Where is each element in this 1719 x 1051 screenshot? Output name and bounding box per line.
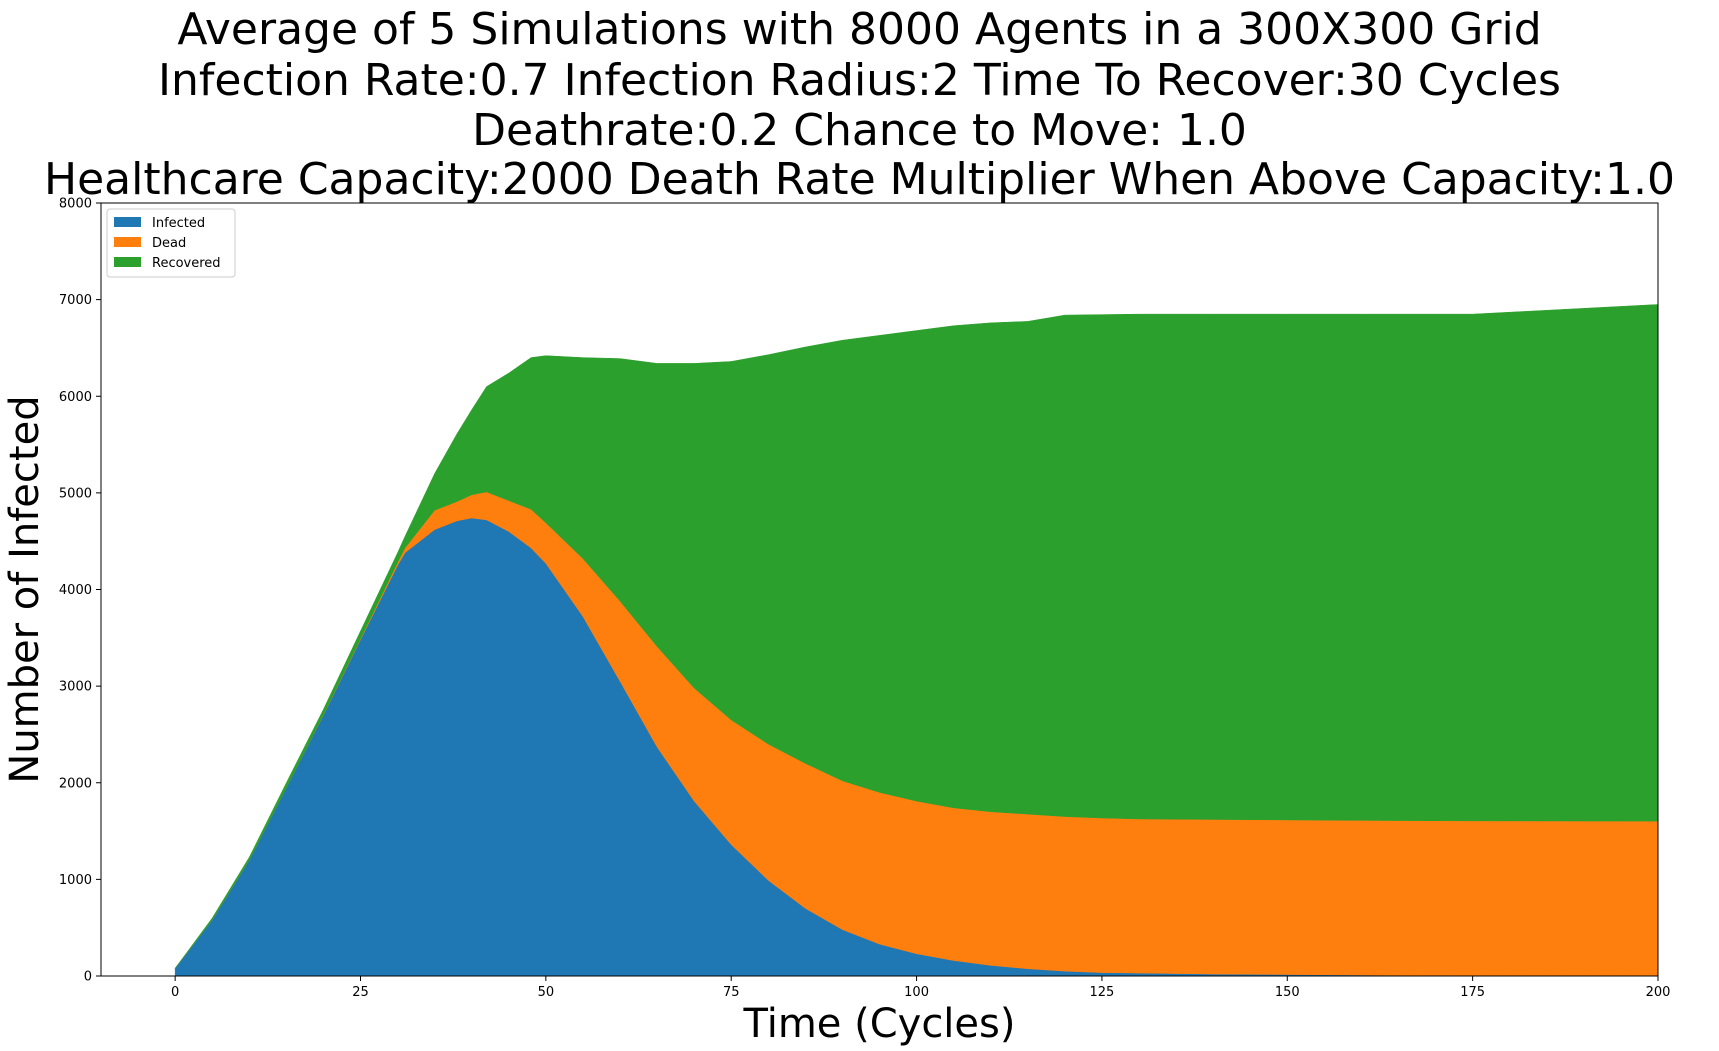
x-axis: 0 25 50 75 100 125 150 175 200 (171, 976, 1670, 1000)
y-tick-label: 8000 (59, 197, 92, 212)
x-tick-label: 175 (1460, 985, 1485, 1000)
legend-label-recovered: Recovered (152, 256, 221, 271)
x-tick-label: 0 (171, 985, 179, 1000)
x-tick-label: 75 (723, 985, 740, 1000)
y-tick-label: 7000 (59, 293, 92, 308)
y-tick-label: 2000 (59, 776, 92, 791)
x-tick-label: 50 (538, 985, 555, 1000)
legend-swatch-dead (114, 237, 141, 247)
legend-label-dead: Dead (152, 236, 186, 251)
y-tick-label: 6000 (59, 390, 92, 405)
y-tick-label: 3000 (59, 680, 92, 695)
title-line-4: Healthcare Capacity:2000 Death Rate Mult… (44, 154, 1675, 205)
plot-areas (174, 304, 1659, 977)
title-line-3: Deathrate:0.2 Chance to Move: 1.0 (472, 105, 1247, 156)
y-tick-label: 4000 (59, 583, 92, 598)
y-axis-title: Number of Infected (2, 395, 48, 783)
x-axis-title: Time (Cycles) (743, 1001, 1016, 1047)
x-tick-label: 100 (904, 985, 929, 1000)
title-line-2: Infection Rate:0.7 Infection Radius:2 Ti… (158, 55, 1561, 106)
x-tick-label: 25 (352, 985, 369, 1000)
x-tick-label: 150 (1275, 985, 1300, 1000)
legend-swatch-recovered (114, 257, 141, 267)
x-tick-label: 200 (1646, 985, 1671, 1000)
x-tick-label: 125 (1090, 985, 1115, 1000)
title-line-1: Average of 5 Simulations with 8000 Agent… (177, 4, 1541, 55)
legend: Infected Dead Recovered (106, 208, 236, 278)
y-tick-label: 0 (84, 970, 92, 985)
y-tick-label: 1000 (59, 873, 92, 888)
y-tick-label: 5000 (59, 486, 92, 501)
legend-label-infected: Infected (152, 216, 205, 231)
legend-swatch-infected (114, 217, 141, 227)
y-axis: 0 1000 2000 3000 4000 5000 6000 7000 8000 (59, 197, 101, 985)
chart-title: Average of 5 Simulations with 8000 Agent… (44, 4, 1675, 205)
